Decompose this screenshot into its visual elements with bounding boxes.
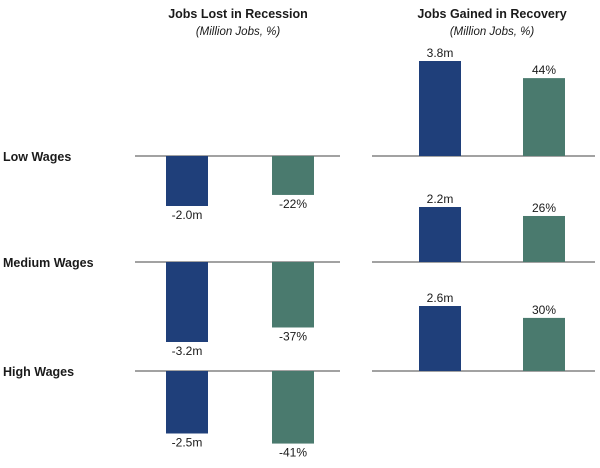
row-label-low-wages: Low Wages [3,150,71,164]
bar-recovery-low-wages-percent [523,78,565,156]
bar-recovery-high-wages-percent [523,317,565,371]
bar-recession-medium-wages-percent [272,262,314,328]
bar-recovery-high-wages-millions [419,306,461,371]
bar-recession-low-wages-percent [272,156,314,195]
bar-recession-high-wages-millions [166,371,208,434]
data-label-recession-low-wages-millions: -2.0m [172,208,203,222]
data-label-recovery-high-wages-millions: 2.6m [427,291,454,305]
data-label-recession-medium-wages-percent: -37% [279,329,307,343]
row-label-medium-wages: Medium Wages [3,256,94,270]
left-panel-title: Jobs Lost in Recession [168,7,308,21]
data-label-recovery-low-wages-percent: 44% [532,63,556,77]
bar-recession-medium-wages-millions [166,262,208,342]
bar-recession-low-wages-millions [166,156,208,206]
left-panel-subtitle: (Million Jobs, %) [196,26,281,38]
data-label-recession-medium-wages-millions: -3.2m [172,344,203,358]
bar-recovery-medium-wages-millions [419,207,461,262]
bar-recession-high-wages-percent [272,371,314,444]
right-panel-title: Jobs Gained in Recovery [417,7,566,21]
data-label-recession-high-wages-percent: -41% [279,446,307,460]
right-panel-subtitle: (Million Jobs, %) [450,26,535,38]
data-label-recession-low-wages-percent: -22% [279,197,307,211]
bar-recovery-low-wages-millions [419,61,461,156]
row-label-high-wages: High Wages [3,365,74,379]
data-label-recovery-high-wages-percent: 30% [532,303,556,317]
data-label-recovery-medium-wages-percent: 26% [532,201,556,215]
bars-group: -2.0m -3.2m -2.5m -22% -37% -41% 3.8m 2.2m 2.6m 4… [166,46,565,460]
data-label-recovery-low-wages-millions: 3.8m [427,46,454,60]
data-label-recession-high-wages-millions: -2.5m [172,436,203,450]
data-label-recovery-medium-wages-millions: 2.2m [427,192,454,206]
bar-recovery-medium-wages-percent [523,215,565,262]
